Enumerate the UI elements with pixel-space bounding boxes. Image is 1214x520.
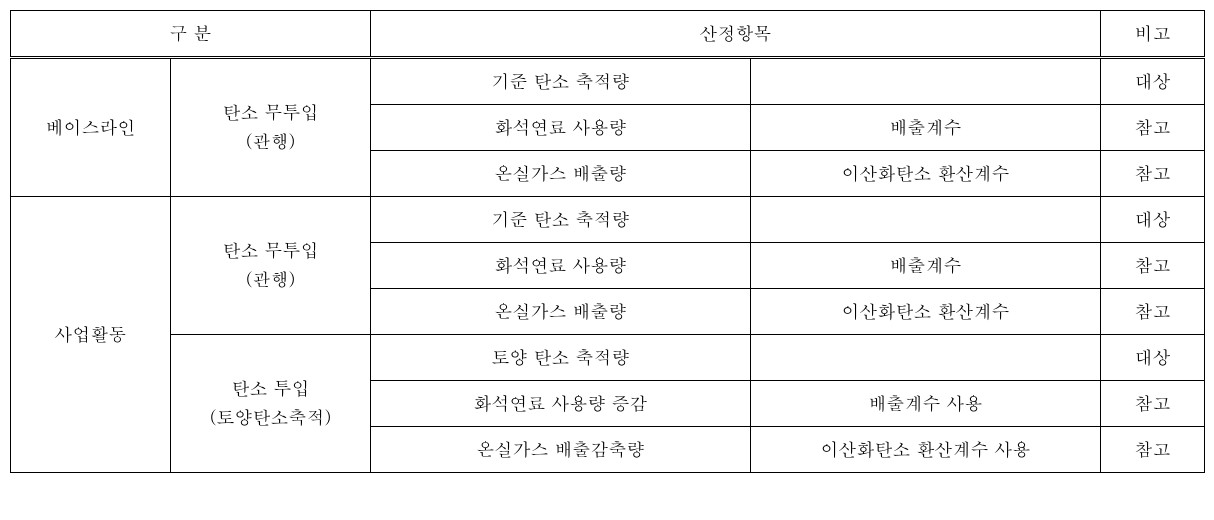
cell-item1: 토양 탄소 축적량: [371, 335, 751, 381]
table-row: 베이스라인 탄소 무투입 (관행) 기준 탄소 축적량 대상: [11, 58, 1205, 105]
cat2-line1: 탄소 무투입: [223, 238, 319, 263]
cat2-line1: 탄소 무투입: [223, 100, 319, 125]
calculation-items-table: 구 분 산정항목 비고 베이스라인 탄소 무투입 (관행) 기준 탄소 축적량 …: [10, 10, 1205, 473]
table-row: 사업활동 탄소 무투입 (관행) 기준 탄소 축적량 대상: [11, 197, 1205, 243]
cell-item2: 배출계수: [751, 105, 1101, 151]
header-remark: 비고: [1101, 11, 1205, 58]
cell-remark: 참고: [1101, 381, 1205, 427]
cell-remark: 대상: [1101, 335, 1205, 381]
cell-item1: 화석연료 사용량 증감: [371, 381, 751, 427]
cell-item1: 화석연료 사용량: [371, 105, 751, 151]
cell-remark: 참고: [1101, 151, 1205, 197]
cell-item1: 화석연료 사용량: [371, 243, 751, 289]
cell-item1: 온실가스 배출량: [371, 289, 751, 335]
cell-remark: 참고: [1101, 427, 1205, 473]
cell-item2: 이산화탄소 환산계수 사용: [751, 427, 1101, 473]
cell-remark: 대상: [1101, 58, 1205, 105]
table-header-row: 구 분 산정항목 비고: [11, 11, 1205, 58]
cell-item2: 배출계수: [751, 243, 1101, 289]
cat2-line1: 탄소 투입: [232, 376, 310, 401]
cell-remark: 참고: [1101, 243, 1205, 289]
table-row: 탄소 투입 (토양탄소축적) 토양 탄소 축적량 대상: [11, 335, 1205, 381]
cat1-baseline: 베이스라인: [11, 58, 171, 197]
cat2-baseline-noinput: 탄소 무투입 (관행): [171, 58, 371, 197]
cell-item2: 배출계수 사용: [751, 381, 1101, 427]
cell-item2: [751, 197, 1101, 243]
cell-item1: 기준 탄소 축적량: [371, 197, 751, 243]
cell-item2: [751, 335, 1101, 381]
cat2-activity-input: 탄소 투입 (토양탄소축적): [171, 335, 371, 473]
header-category: 구 분: [11, 11, 371, 58]
cat2-line2: (토양탄소축적): [210, 405, 332, 430]
cell-remark: 참고: [1101, 289, 1205, 335]
cell-item2: 이산화탄소 환산계수: [751, 151, 1101, 197]
header-item: 산정항목: [371, 11, 1101, 58]
cell-item1: 온실가스 배출량: [371, 151, 751, 197]
cat2-line2: (관행): [246, 129, 296, 154]
cell-item1: 기준 탄소 축적량: [371, 58, 751, 105]
cell-item2: [751, 58, 1101, 105]
cell-remark: 참고: [1101, 105, 1205, 151]
cell-remark: 대상: [1101, 197, 1205, 243]
cat2-line2: (관행): [246, 267, 296, 292]
cat2-activity-noinput: 탄소 무투입 (관행): [171, 197, 371, 335]
cell-item2: 이산화탄소 환산계수: [751, 289, 1101, 335]
cat1-activity: 사업활동: [11, 197, 171, 473]
cell-item1: 온실가스 배출감축량: [371, 427, 751, 473]
